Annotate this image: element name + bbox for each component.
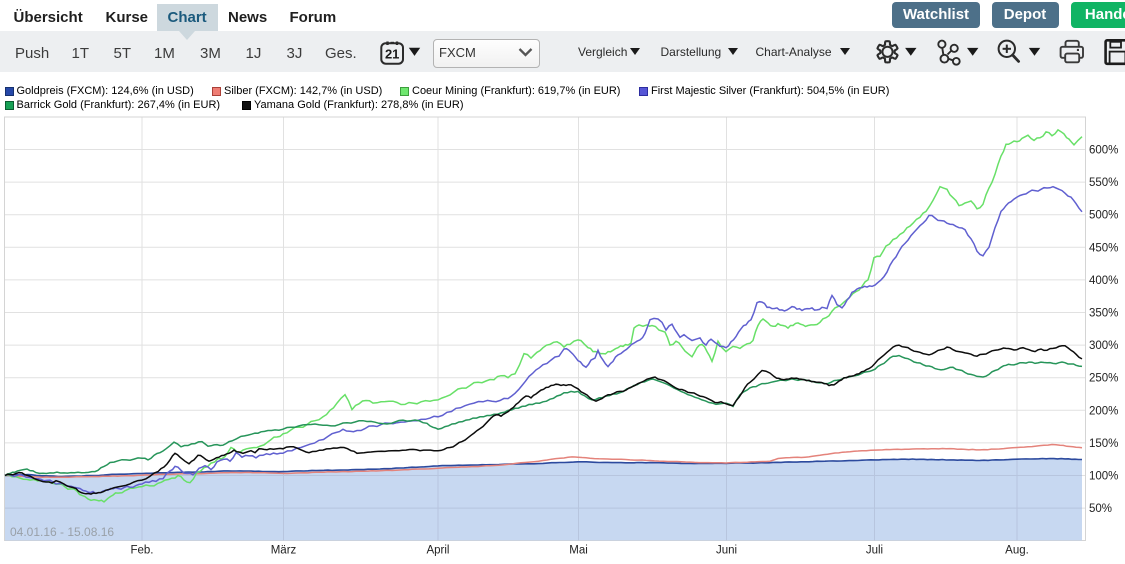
svg-text:100%: 100% — [1089, 471, 1118, 483]
svg-text:50%: 50% — [1089, 503, 1112, 515]
svg-text:400%: 400% — [1089, 275, 1118, 287]
svg-text:600%: 600% — [1089, 145, 1118, 157]
svg-text:300%: 300% — [1089, 340, 1118, 352]
svg-text:04.01.16 - 15.08.16: 04.01.16 - 15.08.16 — [10, 525, 114, 539]
svg-text:200%: 200% — [1089, 405, 1118, 417]
svg-text:550%: 550% — [1089, 177, 1118, 189]
svg-text:Mai: Mai — [569, 545, 588, 557]
svg-text:April: April — [426, 545, 449, 557]
svg-text:250%: 250% — [1089, 373, 1118, 385]
svg-text:150%: 150% — [1089, 438, 1118, 450]
svg-text:500%: 500% — [1089, 210, 1118, 222]
svg-text:März: März — [271, 545, 297, 557]
svg-text:Aug.: Aug. — [1005, 545, 1029, 557]
svg-text:Juli: Juli — [866, 545, 883, 557]
svg-text:21: 21 — [385, 47, 399, 62]
svg-text:350%: 350% — [1089, 308, 1118, 320]
svg-text:Juni: Juni — [716, 545, 737, 557]
svg-text:Feb.: Feb. — [130, 545, 153, 557]
svg-text:450%: 450% — [1089, 242, 1118, 254]
